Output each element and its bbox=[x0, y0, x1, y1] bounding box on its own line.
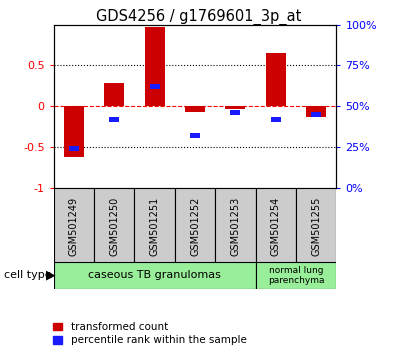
Bar bbox=[175, 188, 215, 262]
Bar bbox=[256, 188, 296, 262]
Bar bbox=[54, 188, 94, 262]
Text: GSM501252: GSM501252 bbox=[190, 196, 200, 256]
Bar bbox=[94, 188, 135, 262]
Text: GSM501255: GSM501255 bbox=[311, 196, 321, 256]
Text: GDS4256 / g1769601_3p_at: GDS4256 / g1769601_3p_at bbox=[96, 9, 302, 25]
Bar bbox=[256, 262, 336, 289]
Text: normal lung
parenchyma: normal lung parenchyma bbox=[268, 266, 324, 285]
Bar bbox=[265, 53, 286, 106]
Text: GSM501253: GSM501253 bbox=[230, 196, 240, 256]
Text: ▶: ▶ bbox=[46, 269, 55, 282]
Bar bbox=[185, 106, 205, 112]
Bar bbox=[135, 188, 175, 262]
Bar bbox=[296, 188, 336, 262]
Bar bbox=[150, 84, 160, 89]
Bar bbox=[109, 117, 119, 122]
Text: caseous TB granulomas: caseous TB granulomas bbox=[88, 270, 221, 280]
Bar bbox=[64, 106, 84, 157]
Bar bbox=[311, 112, 321, 117]
Text: GSM501251: GSM501251 bbox=[150, 196, 160, 256]
Bar bbox=[104, 84, 124, 106]
Bar bbox=[230, 110, 240, 115]
Bar bbox=[271, 117, 281, 122]
Bar bbox=[144, 27, 165, 106]
Text: GSM501250: GSM501250 bbox=[109, 196, 119, 256]
Bar bbox=[190, 133, 200, 138]
Bar bbox=[225, 106, 246, 109]
Text: cell type: cell type bbox=[4, 270, 52, 280]
Legend: transformed count, percentile rank within the sample: transformed count, percentile rank withi… bbox=[53, 322, 246, 345]
Bar bbox=[54, 262, 256, 289]
Bar bbox=[306, 106, 326, 117]
Text: GSM501254: GSM501254 bbox=[271, 196, 281, 256]
Bar bbox=[69, 146, 79, 151]
Bar bbox=[215, 188, 256, 262]
Text: GSM501249: GSM501249 bbox=[69, 196, 79, 256]
